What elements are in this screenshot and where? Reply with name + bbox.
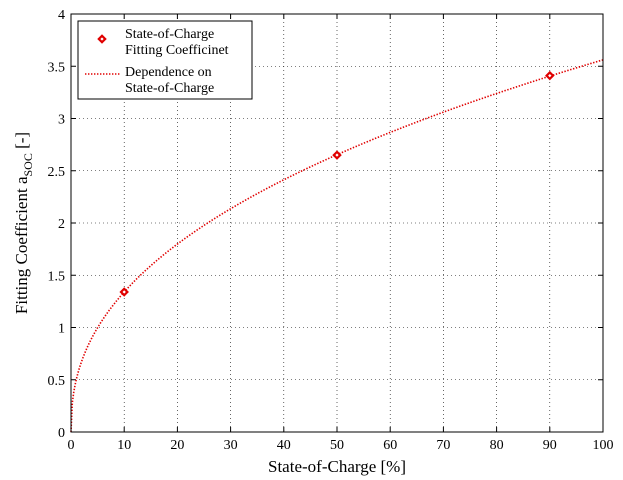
- data-point-marker: [545, 70, 555, 81]
- y-axis-title-main: Fitting Coefficient a: [12, 176, 31, 314]
- x-tick-label: 50: [330, 438, 344, 453]
- x-tick-label: 100: [593, 438, 614, 453]
- x-tick-label: 20: [170, 438, 184, 453]
- y-tick-label: 2.5: [48, 165, 66, 180]
- legend-label-series-2-line-1: Dependence on: [125, 65, 212, 80]
- legend-label-series-2-line-2: State-of-Charge: [125, 81, 214, 96]
- y-tick-label: 0.5: [48, 374, 66, 389]
- x-tick-labels: 0 10 20 30 40 50 60 70 80 90 100: [68, 438, 614, 453]
- y-tick-label: 3.5: [48, 60, 66, 75]
- x-tick-label: 80: [490, 438, 504, 453]
- x-tick-label: 30: [224, 438, 238, 453]
- x-tick-label: 0: [68, 438, 75, 453]
- y-tick-label: 4: [58, 8, 65, 23]
- y-axis-title: Fitting Coefficient aSOC [-]: [12, 132, 35, 314]
- legend: State-of-Charge Fitting Coefficinet Depe…: [77, 20, 253, 100]
- y-tick-label: 1: [58, 322, 65, 337]
- legend-box: [77, 20, 253, 100]
- y-axis-title-unit: [-]: [12, 132, 31, 153]
- y-tick-label: 2: [58, 217, 65, 232]
- plot-frame: [70, 13, 604, 433]
- y-tick-labels: 0 0.5 1 1.5 2 2.5 3 3.5 4: [48, 8, 66, 441]
- data-point-marker: [332, 150, 342, 160]
- x-axis-title: State-of-Charge [%]: [268, 457, 406, 476]
- legend-label-series-1-line-2: Fitting Coefficinet: [125, 43, 229, 58]
- grid-layer: [71, 14, 603, 432]
- y-tick-label: 1.5: [48, 269, 66, 284]
- x-tick-label: 60: [383, 438, 397, 453]
- x-tick-label: 40: [277, 438, 291, 453]
- legend-marker-diamond: [97, 34, 107, 44]
- y-tick-label: 0: [58, 426, 65, 441]
- x-tick-label: 90: [543, 438, 557, 453]
- data-point-marker: [119, 287, 129, 297]
- legend-label-series-1-line-1: State-of-Charge: [125, 27, 214, 42]
- y-tick-label: 3: [58, 113, 65, 128]
- x-tick-label: 70: [436, 438, 450, 453]
- series-layer: [70, 59, 604, 433]
- x-tick-label: 10: [117, 438, 131, 453]
- y-axis-title-subscript: SOC: [21, 153, 35, 176]
